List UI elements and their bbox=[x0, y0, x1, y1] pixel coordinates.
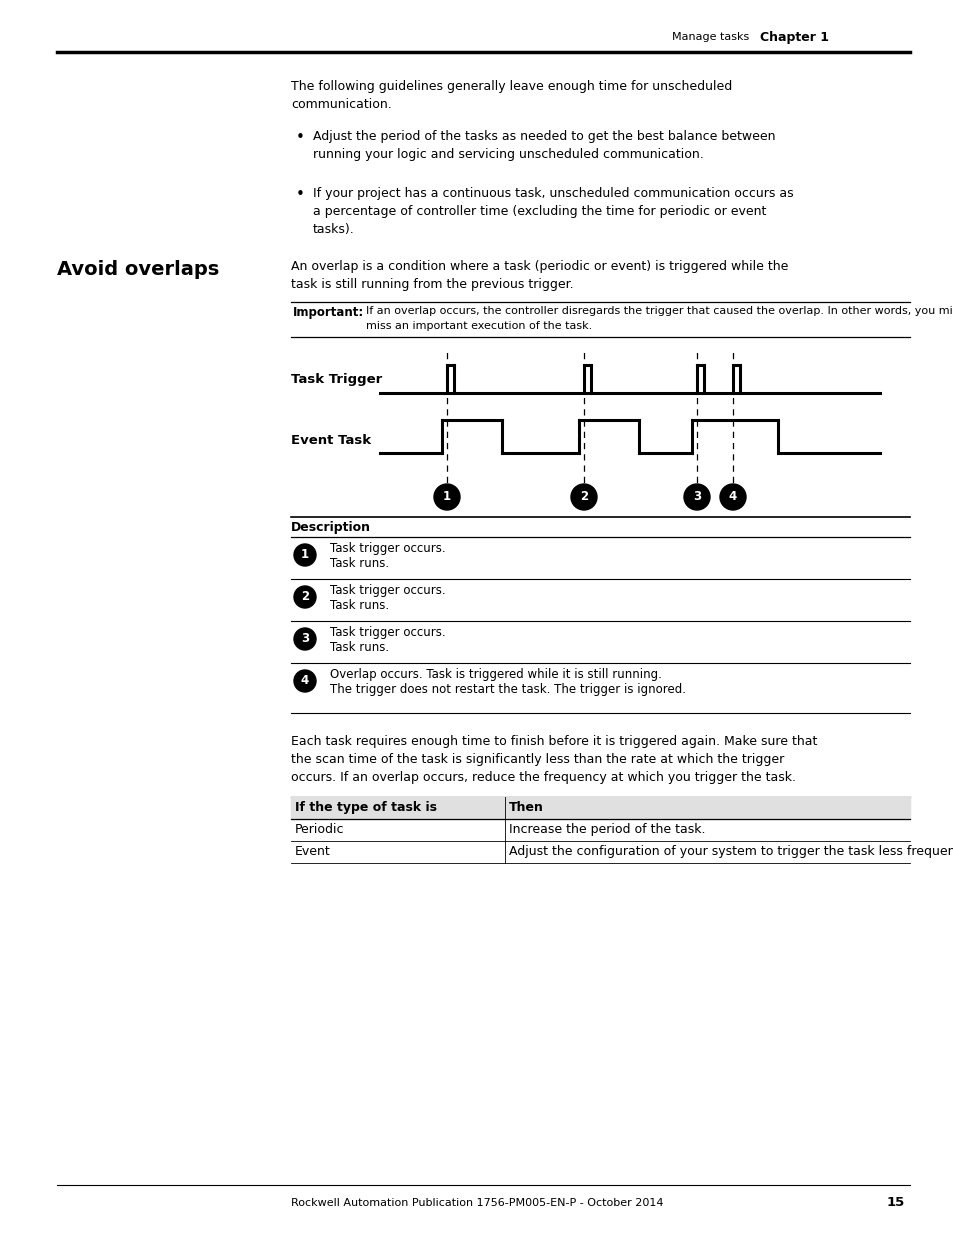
Text: Adjust the configuration of your system to trigger the task less frequently.: Adjust the configuration of your system … bbox=[509, 845, 953, 858]
Text: Avoid overlaps: Avoid overlaps bbox=[57, 261, 219, 279]
Text: Task trigger occurs.: Task trigger occurs. bbox=[330, 542, 445, 555]
Text: running your logic and servicing unscheduled communication.: running your logic and servicing unsched… bbox=[313, 148, 703, 161]
Text: the scan time of the task is significantly less than the rate at which the trigg: the scan time of the task is significant… bbox=[291, 753, 783, 766]
Circle shape bbox=[294, 585, 315, 608]
Text: Event Task: Event Task bbox=[291, 433, 371, 447]
Text: Task runs.: Task runs. bbox=[330, 557, 389, 571]
Circle shape bbox=[294, 543, 315, 566]
Text: Task Trigger: Task Trigger bbox=[291, 373, 382, 385]
Text: task is still running from the previous trigger.: task is still running from the previous … bbox=[291, 278, 573, 291]
Text: 1: 1 bbox=[442, 490, 451, 504]
Circle shape bbox=[571, 484, 597, 510]
Text: Rockwell Automation Publication 1756-PM005-EN-P - October 2014: Rockwell Automation Publication 1756-PM0… bbox=[291, 1198, 662, 1208]
Text: Adjust the period of the tasks as needed to get the best balance between: Adjust the period of the tasks as needed… bbox=[313, 130, 775, 143]
Text: Overlap occurs. Task is triggered while it is still running.: Overlap occurs. Task is triggered while … bbox=[330, 668, 661, 680]
Text: a percentage of controller time (excluding the time for periodic or event: a percentage of controller time (excludi… bbox=[313, 205, 765, 219]
Text: Then: Then bbox=[509, 802, 543, 814]
Text: occurs. If an overlap occurs, reduce the frequency at which you trigger the task: occurs. If an overlap occurs, reduce the… bbox=[291, 771, 795, 784]
Circle shape bbox=[683, 484, 709, 510]
Text: Event: Event bbox=[294, 845, 331, 858]
Text: Increase the period of the task.: Increase the period of the task. bbox=[509, 823, 705, 836]
Text: Task trigger occurs.: Task trigger occurs. bbox=[330, 626, 445, 638]
Text: 2: 2 bbox=[579, 490, 587, 504]
Text: The following guidelines generally leave enough time for unscheduled: The following guidelines generally leave… bbox=[291, 80, 732, 93]
Text: Chapter 1: Chapter 1 bbox=[760, 31, 828, 43]
Text: •: • bbox=[295, 130, 305, 144]
Text: If an overlap occurs, the controller disregards the trigger that caused the over: If an overlap occurs, the controller dis… bbox=[366, 306, 953, 316]
Text: Each task requires enough time to finish before it is triggered again. Make sure: Each task requires enough time to finish… bbox=[291, 735, 817, 748]
Text: 4: 4 bbox=[728, 490, 737, 504]
Text: The trigger does not restart the task. The trigger is ignored.: The trigger does not restart the task. T… bbox=[330, 683, 685, 697]
Text: 3: 3 bbox=[300, 632, 309, 646]
Circle shape bbox=[720, 484, 745, 510]
Text: 3: 3 bbox=[692, 490, 700, 504]
Text: 2: 2 bbox=[300, 590, 309, 604]
Text: 1: 1 bbox=[300, 548, 309, 562]
Text: Periodic: Periodic bbox=[294, 823, 344, 836]
Circle shape bbox=[434, 484, 459, 510]
Text: Manage tasks: Manage tasks bbox=[671, 32, 748, 42]
Circle shape bbox=[294, 629, 315, 650]
Text: 4: 4 bbox=[300, 674, 309, 688]
Text: Description: Description bbox=[291, 521, 371, 534]
Bar bbox=[291, 797, 909, 819]
Text: Task runs.: Task runs. bbox=[330, 599, 389, 613]
Text: tasks).: tasks). bbox=[313, 224, 355, 236]
Text: •: • bbox=[295, 186, 305, 203]
Circle shape bbox=[294, 671, 315, 692]
Text: 15: 15 bbox=[886, 1197, 904, 1209]
Text: An overlap is a condition where a task (periodic or event) is triggered while th: An overlap is a condition where a task (… bbox=[291, 261, 787, 273]
Text: Task runs.: Task runs. bbox=[330, 641, 389, 655]
Text: Task trigger occurs.: Task trigger occurs. bbox=[330, 584, 445, 597]
Text: If the type of task is: If the type of task is bbox=[294, 802, 436, 814]
Text: communication.: communication. bbox=[291, 98, 392, 111]
Text: miss an important execution of the task.: miss an important execution of the task. bbox=[366, 321, 592, 331]
Text: Important:: Important: bbox=[293, 306, 364, 319]
Text: If your project has a continuous task, unscheduled communication occurs as: If your project has a continuous task, u… bbox=[313, 186, 793, 200]
